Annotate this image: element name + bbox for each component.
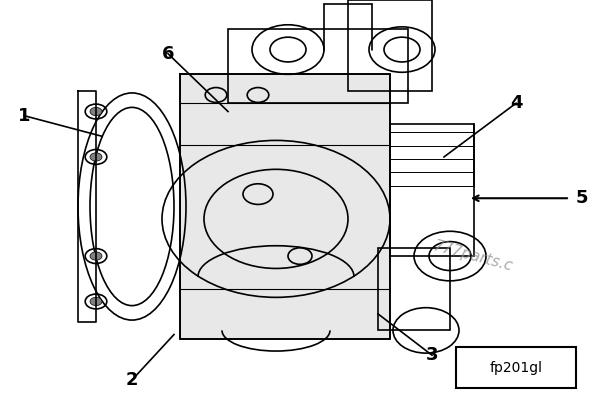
Bar — [348, 0, 432, 91]
Text: 3: 3 — [426, 346, 438, 364]
Text: 2: 2 — [126, 371, 138, 389]
Circle shape — [90, 252, 102, 260]
Polygon shape — [180, 74, 390, 339]
Text: 777parts.c: 777parts.c — [432, 238, 515, 274]
Text: 4: 4 — [510, 94, 522, 112]
Circle shape — [90, 107, 102, 116]
Text: 1: 1 — [18, 107, 30, 125]
Circle shape — [90, 153, 102, 161]
Text: 6: 6 — [162, 45, 174, 63]
Text: fp201gl: fp201gl — [490, 361, 542, 375]
Circle shape — [90, 297, 102, 306]
Bar — [228, 29, 408, 103]
Bar — [378, 248, 450, 330]
Bar — [390, 124, 474, 256]
Text: 5: 5 — [576, 189, 589, 207]
